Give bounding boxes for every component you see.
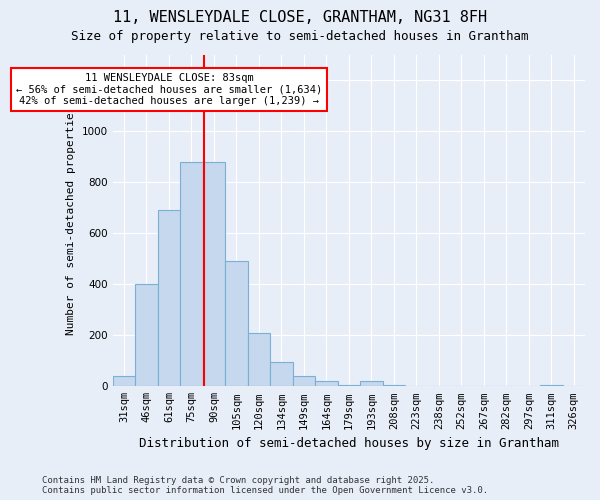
Y-axis label: Number of semi-detached properties: Number of semi-detached properties <box>66 106 76 336</box>
Bar <box>338 385 360 386</box>
Bar <box>225 262 248 386</box>
Bar <box>135 284 158 386</box>
Bar <box>383 385 405 386</box>
Bar <box>203 162 225 386</box>
Bar <box>113 376 135 386</box>
Text: Contains HM Land Registry data © Crown copyright and database right 2025.
Contai: Contains HM Land Registry data © Crown c… <box>42 476 488 495</box>
Bar <box>360 381 383 386</box>
Bar <box>315 381 338 386</box>
Text: Size of property relative to semi-detached houses in Grantham: Size of property relative to semi-detach… <box>71 30 529 43</box>
Text: 11 WENSLEYDALE CLOSE: 83sqm
← 56% of semi-detached houses are smaller (1,634)
42: 11 WENSLEYDALE CLOSE: 83sqm ← 56% of sem… <box>16 73 322 106</box>
Bar <box>158 210 180 386</box>
X-axis label: Distribution of semi-detached houses by size in Grantham: Distribution of semi-detached houses by … <box>139 437 559 450</box>
Bar <box>180 162 203 386</box>
Text: 11, WENSLEYDALE CLOSE, GRANTHAM, NG31 8FH: 11, WENSLEYDALE CLOSE, GRANTHAM, NG31 8F… <box>113 10 487 25</box>
Bar <box>293 376 315 386</box>
Bar <box>540 385 563 386</box>
Bar <box>270 362 293 386</box>
Bar <box>248 333 270 386</box>
